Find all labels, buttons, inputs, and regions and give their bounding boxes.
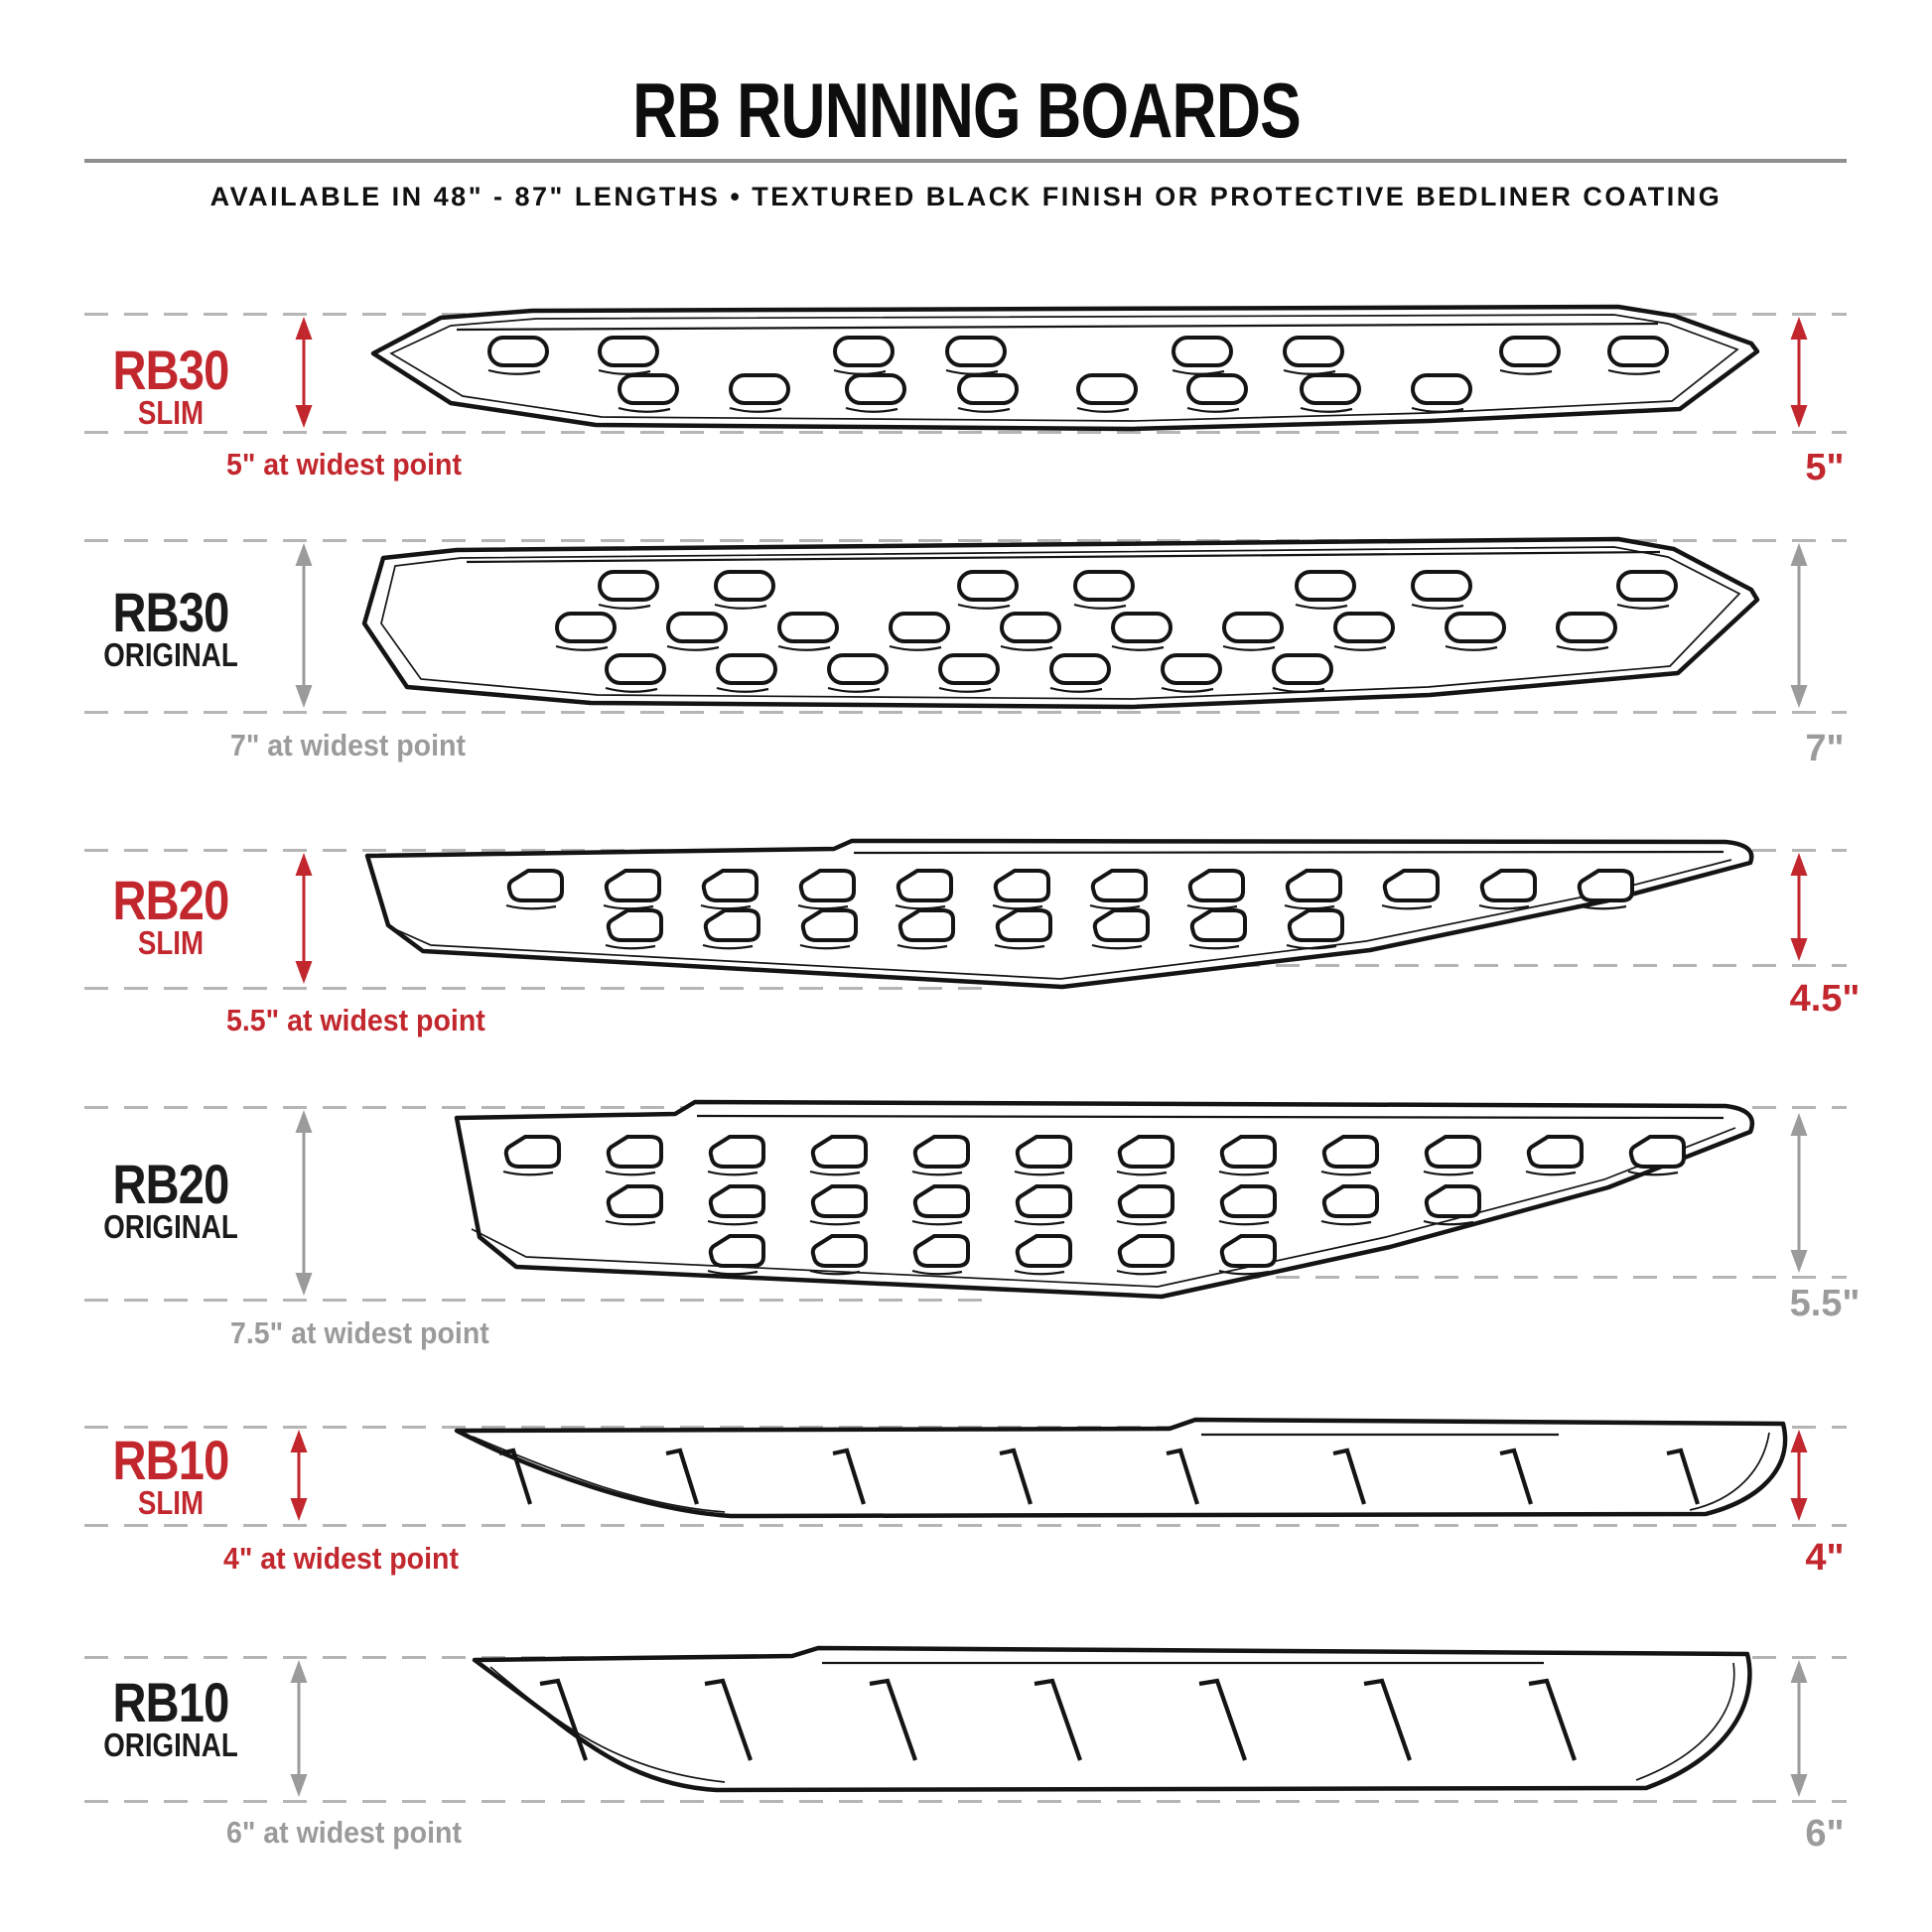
variant-name: ORIGINAL: [103, 1726, 238, 1764]
left-dimension-arrow-rb20-slim: [295, 853, 313, 984]
left-dimension-arrow-rb30-slim: [295, 317, 313, 428]
right-dimension-arrow-rb30-slim: [1790, 317, 1808, 428]
widest-point-label: 6" at widest point: [226, 1815, 462, 1850]
dashed-line-bottom-rb30-original: [84, 711, 1847, 714]
board-illustration-rb10-original: [472, 1645, 1752, 1793]
row-label-rb30-original: RB30 ORIGINAL: [62, 581, 280, 674]
row-label-rb20-slim: RB20 SLIM: [62, 869, 280, 962]
dashed-line-top-rb30-original: [84, 539, 1847, 542]
variant-name: SLIM: [137, 1484, 205, 1522]
model-name: RB10: [112, 1429, 230, 1491]
right-dimension-arrow-rb10-slim: [1790, 1430, 1808, 1521]
row-label-rb30-slim: RB30 SLIM: [62, 339, 280, 432]
dashed-line-bottom-right-rb20-slim: [998, 964, 1847, 967]
dashed-line-bottom-rb30-slim: [84, 431, 1847, 434]
right-dimension-arrow-rb30-original: [1790, 543, 1808, 708]
right-dimension-arrow-rb20-original: [1790, 1113, 1808, 1273]
model-name: RB30: [112, 339, 230, 401]
dashed-line-bottom-left-rb20-original: [84, 1299, 998, 1302]
right-dimension-arrow-rb20-slim: [1790, 853, 1808, 961]
right-height-label: 5.5": [1789, 1283, 1861, 1324]
model-name: RB30: [112, 581, 230, 643]
variant-name: SLIM: [137, 924, 205, 962]
model-name: RB10: [112, 1671, 230, 1733]
row-label-rb10-original: RB10 ORIGINAL: [62, 1671, 280, 1764]
left-dimension-arrow-rb30-original: [295, 543, 313, 708]
header: RB RUNNING BOARDS: [0, 66, 1932, 156]
board-illustration-rb10-slim: [454, 1417, 1788, 1519]
dashed-line-bottom-right-rb20-original: [998, 1276, 1847, 1279]
header-subtitle: AVAILABLE IN 48" - 87" LENGTHS • TEXTURE…: [209, 182, 1723, 211]
right-height-label: 4.5": [1789, 978, 1861, 1020]
left-dimension-arrow-rb10-original: [290, 1660, 308, 1797]
variant-name: ORIGINAL: [103, 636, 238, 674]
board-illustration-rb20-original: [454, 1099, 1755, 1300]
widest-point-label: 7.5" at widest point: [230, 1315, 489, 1350]
widest-point-label: 4" at widest point: [223, 1541, 459, 1576]
row-label-rb10-slim: RB10 SLIM: [62, 1429, 280, 1522]
board-illustration-rb30-slim: [370, 304, 1760, 432]
widest-point-label: 5.5" at widest point: [226, 1003, 485, 1037]
board-illustration-rb20-slim: [364, 838, 1754, 990]
page-title: RB RUNNING BOARDS: [631, 67, 1302, 154]
left-dimension-arrow-rb10-slim: [290, 1430, 308, 1521]
widest-point-label: 5" at widest point: [226, 447, 462, 482]
row-label-rb20-original: RB20 ORIGINAL: [62, 1153, 280, 1246]
variant-name: SLIM: [137, 394, 205, 432]
widest-point-label: 7" at widest point: [230, 728, 466, 762]
variant-name: ORIGINAL: [103, 1208, 238, 1246]
dashed-line-bottom-left-rb20-slim: [84, 987, 998, 990]
left-dimension-arrow-rb20-original: [295, 1110, 313, 1296]
header-rule: [84, 159, 1847, 163]
dashed-line-bottom-rb10-original: [84, 1800, 1847, 1803]
right-height-label: 4": [1805, 1537, 1845, 1579]
board-illustration-rb30-original: [361, 536, 1760, 710]
right-height-label: 5": [1805, 447, 1845, 488]
model-name: RB20: [112, 869, 230, 931]
right-dimension-arrow-rb10-original: [1790, 1660, 1808, 1797]
dashed-line-bottom-rb10-slim: [84, 1524, 1847, 1527]
right-height-label: 6": [1805, 1813, 1845, 1855]
model-name: RB20: [112, 1153, 230, 1215]
right-height-label: 7": [1805, 728, 1845, 769]
